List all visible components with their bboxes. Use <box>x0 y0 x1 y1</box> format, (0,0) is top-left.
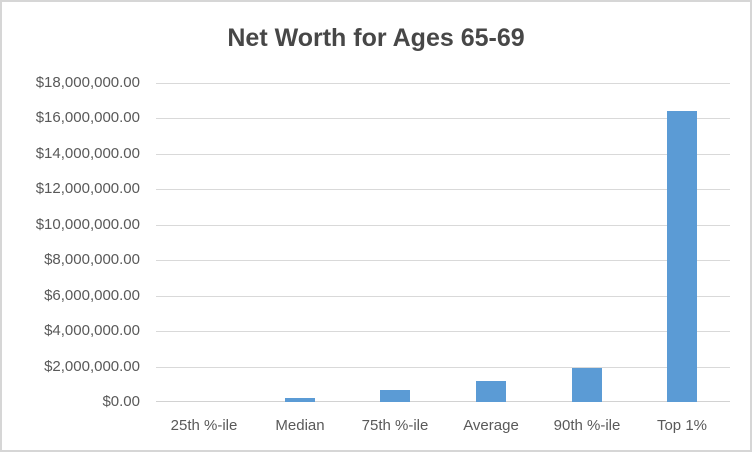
x-axis-category-label: Top 1% <box>656 417 708 434</box>
x-axis-category-label: 90th %-ile <box>553 417 621 434</box>
y-axis: $0.00 $2,000,000.00 $4,000,000.00 $6,000,00… <box>2 74 140 410</box>
y-axis-tick-label: $2,000,000.00 <box>44 357 140 375</box>
gridline <box>156 118 730 119</box>
y-axis-tick-label: $16,000,000.00 <box>35 109 140 127</box>
x-axis-category-label: Median <box>275 417 325 434</box>
gridline <box>156 260 730 261</box>
bar <box>667 111 697 402</box>
x-axis-category-label: Average <box>463 417 519 434</box>
x-axis: 25th %-ile Median 75th %-ile Average 90th %-… <box>156 416 730 440</box>
bar <box>476 381 506 402</box>
plot-area <box>156 83 730 402</box>
y-axis-tick-label: $6,000,000.00 <box>44 286 140 304</box>
y-axis-tick-label: $8,000,000.00 <box>44 251 140 269</box>
y-axis-tick-label: $0.00 <box>102 393 140 410</box>
gridline <box>156 225 730 226</box>
x-axis-category-label: 75th %-ile <box>361 417 429 434</box>
x-axis-category-label: 25th %-ile <box>170 417 238 434</box>
x-axis-line <box>156 401 730 402</box>
y-axis-tick-label: $4,000,000.00 <box>44 322 140 340</box>
chart-title: Net Worth for Ages 65-69 <box>227 24 525 52</box>
gridline <box>156 83 730 84</box>
bar <box>285 398 315 402</box>
gridline <box>156 154 730 155</box>
y-axis-tick-label: $12,000,000.00 <box>35 180 140 198</box>
gridline <box>156 296 730 297</box>
gridline <box>156 189 730 190</box>
y-axis-tick-label: $18,000,000.00 <box>35 74 140 91</box>
y-axis-tick-label: $14,000,000.00 <box>35 144 140 162</box>
gridline <box>156 331 730 332</box>
bar <box>380 390 410 402</box>
bar <box>572 368 602 402</box>
gridline <box>156 367 730 368</box>
y-axis-tick-label: $10,000,000.00 <box>35 215 140 233</box>
